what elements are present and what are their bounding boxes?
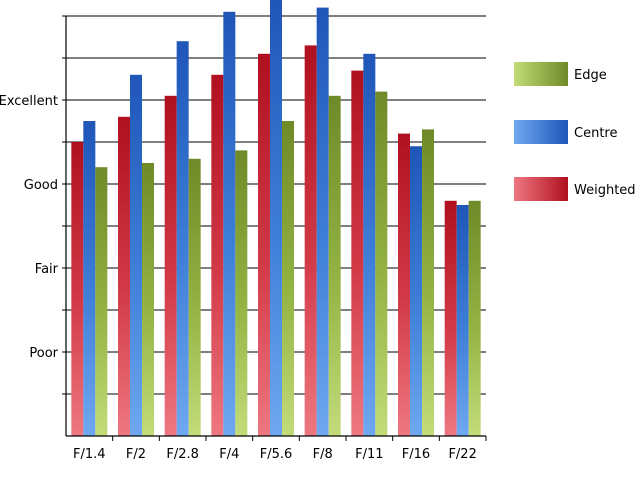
bar-edge-f56 xyxy=(282,121,294,436)
legend-swatch-weighted xyxy=(514,177,568,201)
legend-label-weighted: Weighted xyxy=(574,183,636,198)
y-tick-label: Excellent xyxy=(0,94,58,109)
x-tick-label: F/22 xyxy=(448,447,476,462)
x-tick-label: F/5.6 xyxy=(260,447,293,462)
x-tick-label: F/8 xyxy=(313,447,333,462)
bar-centre-f11 xyxy=(363,53,376,437)
legend-label-edge: Edge xyxy=(574,68,607,83)
y-tick-label: Good xyxy=(24,178,58,193)
bar-weighted-f56 xyxy=(258,53,270,437)
x-tick-label: F/16 xyxy=(402,447,430,462)
x-tick-label: F/11 xyxy=(355,447,383,462)
bars xyxy=(71,0,481,437)
bar-centre-f4 xyxy=(223,11,236,437)
bar-edge-f14 xyxy=(95,167,108,436)
legend-swatch-centre xyxy=(514,120,568,144)
bar-centre-f14 xyxy=(83,121,96,436)
y-tick-label: Fair xyxy=(35,262,59,277)
x-tick-label: F/2 xyxy=(126,447,146,462)
bar-weighted-f4 xyxy=(211,74,224,437)
bar-edge-f11 xyxy=(375,91,388,436)
bar-centre-f2 xyxy=(130,74,142,437)
x-tick-label: F/2.8 xyxy=(166,447,199,462)
bar-edge-f28 xyxy=(188,158,201,437)
bar-weighted-f22 xyxy=(444,200,457,436)
bar-edge-f22 xyxy=(468,200,481,436)
bar-centre-f8 xyxy=(316,7,329,436)
x-tick-label: F/4 xyxy=(219,447,239,462)
legend-label-centre: Centre xyxy=(574,126,617,141)
bar-weighted-f8 xyxy=(304,45,317,437)
y-tick-label: Poor xyxy=(29,346,58,361)
legend: Edge Centre Weighted xyxy=(514,62,636,201)
bar-edge-f4 xyxy=(235,150,248,436)
tick-labels: F/1.4 F/2 F/2.8 F/4 F/5.6 F/8 F/11 F/16 F/22 Poor… xyxy=(0,94,477,462)
legend-swatch-edge xyxy=(514,62,568,86)
bar-centre-f16 xyxy=(410,146,422,436)
bar-edge-f8 xyxy=(328,95,341,437)
bar-centre-f28 xyxy=(176,41,189,436)
bar-centre-f56 xyxy=(270,0,282,436)
bar-edge-f2 xyxy=(142,163,154,436)
bar-edge-f16 xyxy=(422,129,434,436)
bar-weighted-f28 xyxy=(164,95,177,437)
x-tick-label: F/1.4 xyxy=(73,447,106,462)
bar-weighted-f2 xyxy=(118,116,130,437)
axes xyxy=(62,15,487,441)
bar-centre-f22 xyxy=(456,205,469,436)
bar-weighted-f11 xyxy=(351,70,364,436)
bar-weighted-f16 xyxy=(398,133,410,436)
bar-weighted-f14 xyxy=(71,142,84,436)
